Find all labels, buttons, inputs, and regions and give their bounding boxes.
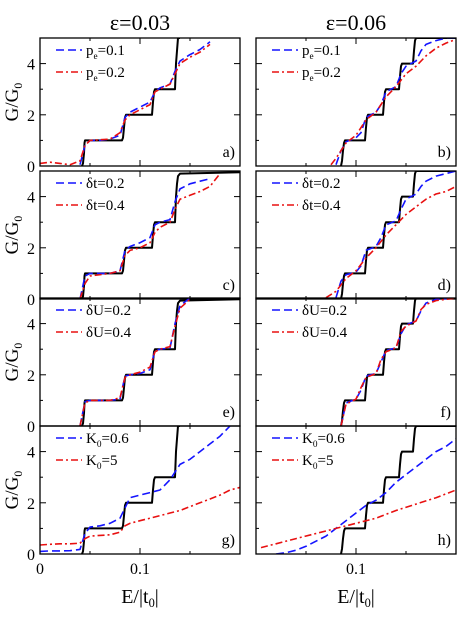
legend-entry-label: δt=0.2 xyxy=(86,176,124,192)
y-axis-label: G/G0 xyxy=(2,471,25,510)
clean-series-line xyxy=(81,171,240,299)
x-tick-label: 0 xyxy=(36,561,44,578)
legend-entry-label: δt=0.2 xyxy=(302,176,340,192)
series-line-2 xyxy=(330,38,456,166)
panel-letter-label: f) xyxy=(440,404,451,421)
legend-entry-label: pe=0.1 xyxy=(302,43,341,62)
y-tick-label: 4 xyxy=(27,57,35,74)
plot-frame xyxy=(255,425,457,555)
panel-letter-label: g) xyxy=(222,532,235,549)
clean-series-line xyxy=(340,171,456,299)
x-tick-label: 0.1 xyxy=(130,561,150,578)
legend-entry-label: K0=5 xyxy=(86,453,117,472)
legend-entry-label: δt=0.4 xyxy=(302,198,341,214)
panel-a: 0 2 4 pe=0.1 pe=0.2 a) G/G0 xyxy=(2,37,241,176)
y-tick-label: 2 xyxy=(27,368,35,385)
panel-d: δt=0.2 δt=0.4 d) xyxy=(255,170,457,300)
x-axis-label: E/|t0| xyxy=(337,586,375,610)
clean-series-line xyxy=(340,38,456,166)
y-tick-label: 0 xyxy=(27,419,35,436)
legend-entry-label: pe=0.2 xyxy=(302,65,341,84)
panel-letter-label: b) xyxy=(438,144,451,161)
y-tick-label: 0 xyxy=(27,547,35,564)
panel-grid: 0 2 4 pe=0.1 pe=0.2 a) G/G0 pe=0.1 pe=0.2 b) 0 2 4 δt… xyxy=(2,37,457,610)
clean-series-line xyxy=(340,298,456,426)
y-tick-label: 4 xyxy=(27,190,35,207)
series-line-2 xyxy=(40,43,211,166)
panel-e: 0 2 4 δU=0.2 δU=0.4 e) G/G0 xyxy=(2,297,241,436)
plot-frame xyxy=(255,297,457,427)
y-tick-label: 2 xyxy=(27,108,35,125)
legend-entry-label: K0=0.6 xyxy=(86,431,129,450)
series-line-2 xyxy=(40,486,240,546)
plot-frame xyxy=(39,37,241,167)
plot-frame xyxy=(39,425,241,555)
y-tick-label: 0 xyxy=(27,292,35,309)
panel-h: 0.1 K0=0.6 K0=5 h) E/|t0| xyxy=(255,425,457,610)
plot-frame xyxy=(255,170,457,300)
series-line-1 xyxy=(335,38,456,165)
legend-entry-label: K0=0.6 xyxy=(302,431,345,450)
panel-b: pe=0.1 pe=0.2 b) xyxy=(255,37,457,167)
y-tick-label: 0 xyxy=(27,159,35,176)
panel-letter-label: a) xyxy=(223,144,235,161)
y-tick-label: 4 xyxy=(27,317,35,334)
legend-entry-label: K0=5 xyxy=(302,453,333,472)
legend-entry-label: δU=0.4 xyxy=(86,325,132,341)
y-tick-label: 2 xyxy=(27,241,35,258)
x-axis-label: E/|t0| xyxy=(121,586,159,610)
panel-letter-label: c) xyxy=(223,277,235,294)
series-line-1 xyxy=(275,438,456,554)
clean-series-line xyxy=(81,426,180,554)
column-title-epsilon-003: ε=0.03 xyxy=(110,10,170,35)
legend-entry-label: δU=0.4 xyxy=(302,325,348,341)
column-title-epsilon-006: ε=0.06 xyxy=(326,10,386,35)
legend-entry-label: δt=0.4 xyxy=(86,198,125,214)
panel-letter-label: h) xyxy=(438,532,451,549)
series-line-1 xyxy=(335,171,456,298)
panel-letter-label: d) xyxy=(438,277,451,294)
y-axis-label: G/G0 xyxy=(2,343,25,382)
y-tick-label: 4 xyxy=(27,445,35,462)
x-tick-label: 0.1 xyxy=(346,561,366,578)
series-line-2 xyxy=(79,173,221,299)
series-line-1 xyxy=(340,298,456,426)
legend-entry-label: pe=0.1 xyxy=(86,43,125,62)
legend-entry-label: δU=0.2 xyxy=(302,303,347,319)
plot-frame xyxy=(39,297,241,427)
y-axis-label: G/G0 xyxy=(2,83,25,122)
panel-c: 0 2 4 δt=0.2 δt=0.4 c) G/G0 xyxy=(2,170,241,309)
series-line-2 xyxy=(340,298,456,426)
clean-series-line xyxy=(340,426,456,554)
series-line-2 xyxy=(79,298,191,426)
series-line-1 xyxy=(40,426,231,553)
series-line-2 xyxy=(325,185,456,299)
y-axis-label: G/G0 xyxy=(2,216,25,255)
series-line-2 xyxy=(260,489,456,549)
y-tick-label: 2 xyxy=(27,496,35,513)
panel-f: δU=0.2 δU=0.4 f) xyxy=(255,297,457,427)
series-line-1 xyxy=(79,41,211,165)
legend-entry-label: pe=0.2 xyxy=(86,65,125,84)
panel-g: 0 2 4 0 0.1 K0=0.6 K0=5 g) G/G0 E/|t0| xyxy=(2,425,241,610)
legend-entry-label: δU=0.2 xyxy=(86,303,131,319)
series-line-1 xyxy=(79,177,211,299)
panel-letter-label: e) xyxy=(223,404,235,421)
plot-frame xyxy=(255,37,457,167)
plot-frame xyxy=(39,170,241,300)
